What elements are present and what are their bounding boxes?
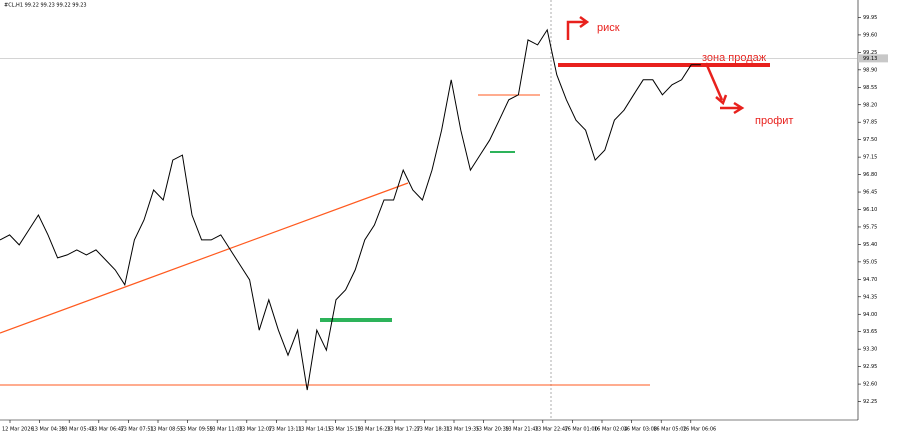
y-tick-label: 94.70 [863, 277, 877, 283]
y-tick-label: 94.35 [863, 294, 877, 300]
risk-arrow [566, 15, 590, 40]
x-tick-label: 16 Mar 02:04 [594, 427, 627, 433]
x-tick-label: 16 Mar 05:02 [653, 427, 686, 433]
x-tick-label: 13 Mar 11:03 [209, 427, 242, 433]
x-tick-label: 13 Mar 22:47 [535, 427, 568, 433]
x-tick-label: 13 Mar 15:19 [328, 427, 361, 433]
y-tick-label: 97.15 [863, 155, 877, 161]
symbol-header: #CL,H1 99.22 99.23 99.22 99.23 [4, 3, 87, 9]
x-tick-label: 13 Mar 14:15 [298, 427, 331, 433]
y-tick-label: 96.80 [863, 172, 877, 178]
x-tick-label: 13 Mar 13:11 [268, 427, 301, 433]
x-tick-label: 13 Mar 20:39 [476, 427, 509, 433]
y-tick-label: 95.40 [863, 242, 877, 248]
x-tick-label: 16 Mar 03:08 [624, 427, 657, 433]
down-arrow [704, 62, 728, 106]
y-tick-label: 96.45 [863, 190, 877, 196]
y-tick-label: 93.30 [863, 347, 877, 353]
x-tick-label: 13 Mar 06:47 [91, 427, 124, 433]
profit-arrow [720, 101, 745, 115]
x-tick-label: 13 Mar 17:27 [387, 427, 420, 433]
x-tick-label: 13 Mar 09:59 [180, 427, 213, 433]
current-price-box [858, 54, 888, 63]
x-tick-label: 16 Mar 06:06 [683, 427, 716, 433]
y-tick-label: 96.10 [863, 207, 877, 213]
trend-line [0, 182, 409, 334]
x-tick-label: 12 Mar 2026 [2, 427, 34, 433]
y-tick-label: 92.25 [863, 399, 877, 405]
x-tick-label: 13 Mar 04:39 [32, 427, 65, 433]
current-price-label: 99.13 [863, 56, 877, 62]
y-tick-label: 97.50 [863, 137, 877, 143]
y-tick-label: 98.90 [863, 67, 877, 73]
x-tick-label: 13 Mar 07:51 [120, 427, 153, 433]
x-tick-label: 13 Mar 08:55 [150, 427, 183, 433]
y-tick-label: 92.95 [863, 364, 877, 370]
y-tick-label: 94.00 [863, 312, 877, 318]
x-tick-label: 13 Mar 16:23 [357, 427, 390, 433]
y-tick-label: 93.65 [863, 329, 877, 335]
y-tick-label: 99.25 [863, 50, 877, 56]
x-tick-label: 13 Mar 21:43 [505, 427, 538, 433]
annotation: профит [755, 115, 793, 127]
annotation: риск [597, 22, 620, 34]
x-tick-label: 16 Mar 01:00 [564, 427, 597, 433]
annotation: зона продаж [702, 52, 767, 64]
y-tick-label: 99.95 [863, 15, 877, 21]
x-tick-label: 13 Mar 05:43 [61, 427, 94, 433]
x-tick-label: 13 Mar 12:07 [239, 427, 272, 433]
x-tick-label: 13 Mar 18:31 [416, 427, 449, 433]
price-line [0, 28, 701, 391]
arrows [566, 15, 745, 115]
y-tick-label: 99.60 [863, 32, 877, 38]
x-tick-label: 13 Mar 19:35 [446, 427, 479, 433]
y-tick-label: 97.85 [863, 120, 877, 126]
y-tick-label: 95.05 [863, 259, 877, 265]
y-tick-label: 98.20 [863, 102, 877, 108]
y-tick-label: 95.75 [863, 224, 877, 230]
y-tick-label: 92.60 [863, 382, 877, 388]
y-tick-label: 98.55 [863, 85, 877, 91]
